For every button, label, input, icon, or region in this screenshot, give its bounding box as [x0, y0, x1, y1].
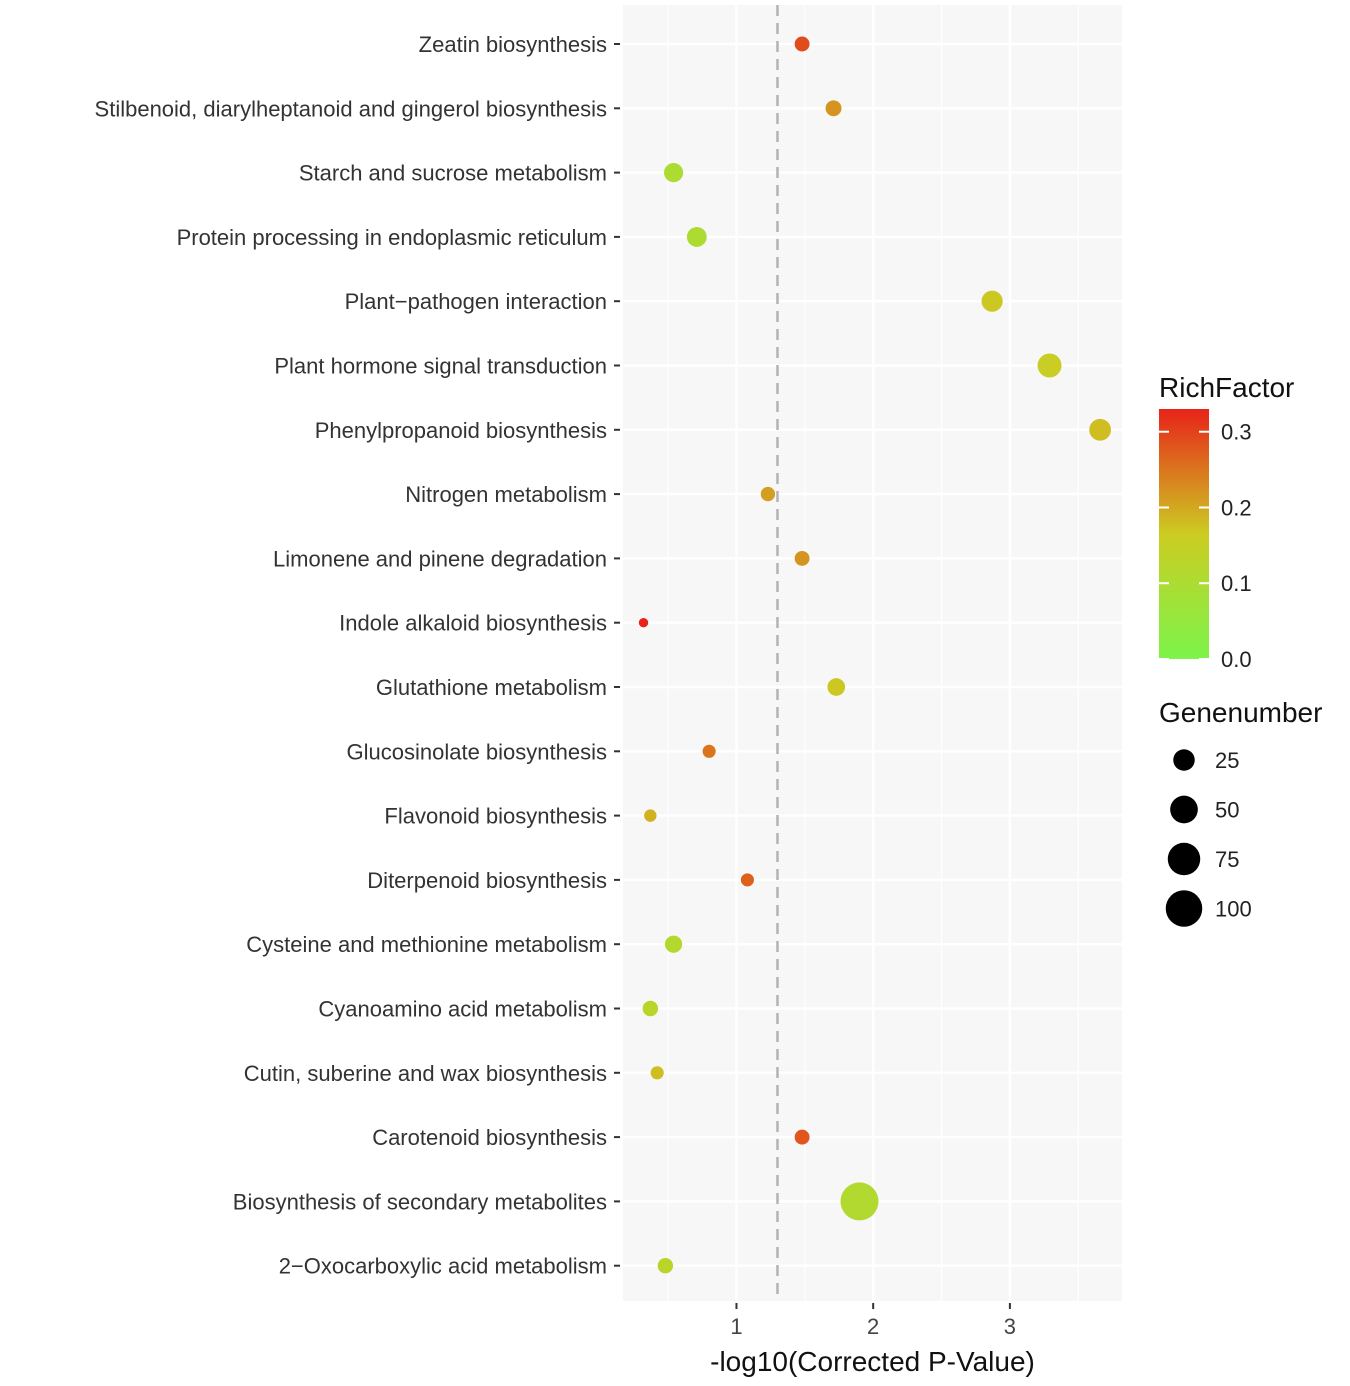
- data-point: [644, 809, 657, 822]
- y-tick-label: Cyanoamino acid metabolism: [318, 997, 607, 1022]
- y-tick-label: Glutathione metabolism: [376, 675, 607, 700]
- data-point: [794, 550, 810, 566]
- y-tick-label: Carotenoid biosynthesis: [372, 1125, 607, 1150]
- x-tick-label: 3: [1004, 1314, 1016, 1339]
- x-axis-title: -log10(Corrected P-Value): [710, 1346, 1035, 1377]
- y-tick-label: Glucosinolate biosynthesis: [347, 739, 607, 764]
- size-legend-label: 100: [1215, 897, 1252, 922]
- data-point: [686, 226, 707, 247]
- y-tick-label: Plant hormone signal transduction: [274, 354, 607, 379]
- x-axis-tick-labels: 1 2 3: [730, 1303, 1016, 1339]
- y-tick-label: 2−Oxocarboxylic acid metabolism: [279, 1254, 607, 1279]
- size-legend-circle: [1173, 749, 1195, 771]
- size-legend-label: 25: [1215, 748, 1239, 773]
- richfactor-colorbar: [1159, 409, 1209, 659]
- colorbar-tick-label: 0.2: [1221, 495, 1252, 520]
- size-legend-circle: [1165, 890, 1203, 927]
- data-point: [794, 1129, 810, 1145]
- data-point: [664, 935, 683, 953]
- y-tick-label: Protein processing in endoplasmic reticu…: [177, 225, 607, 250]
- data-point: [760, 486, 776, 502]
- size-legend-label: 50: [1215, 798, 1239, 823]
- data-point: [825, 100, 842, 117]
- data-point: [638, 617, 649, 628]
- genenumber-legend: Genenumber 25 50 75 100: [1159, 697, 1322, 927]
- richfactor-legend: RichFactor 0.0 0.1 0.2 0.3: [1159, 372, 1294, 672]
- data-point: [702, 744, 716, 758]
- size-legend-circle: [1167, 842, 1201, 876]
- y-tick-label: Cutin, suberine and wax biosynthesis: [244, 1061, 607, 1086]
- y-tick-label: Phenylpropanoid biosynthesis: [315, 418, 607, 443]
- colorbar-tick-label: 0.3: [1221, 420, 1252, 445]
- y-tick-label: Diterpenoid biosynthesis: [367, 868, 607, 893]
- y-tick-label: Zeatin biosynthesis: [419, 32, 607, 57]
- richfactor-legend-title: RichFactor: [1159, 372, 1294, 403]
- genenumber-legend-title: Genenumber: [1159, 697, 1322, 728]
- data-point: [827, 678, 846, 696]
- data-point: [650, 1066, 664, 1080]
- y-tick-label: Flavonoid biosynthesis: [384, 804, 607, 829]
- data-point: [1037, 353, 1062, 378]
- y-tick-label: Nitrogen metabolism: [405, 482, 607, 507]
- y-tick-label: Cysteine and methionine metabolism: [246, 932, 607, 957]
- x-tick-label: 2: [867, 1314, 879, 1339]
- genenumber-legend-items: 25 50 75 100: [1165, 748, 1252, 927]
- data-point: [794, 36, 810, 52]
- x-tick-label: 1: [730, 1314, 742, 1339]
- grid-lines: [623, 5, 1122, 1301]
- data-point: [663, 163, 684, 183]
- data-points: [638, 36, 1112, 1274]
- data-point: [840, 1182, 879, 1221]
- size-legend-label: 75: [1215, 847, 1239, 872]
- y-tick-label: Limonene and pinene degradation: [273, 546, 607, 571]
- y-axis-tick-labels: Zeatin biosynthesis Stilbenoid, diarylhep…: [95, 32, 620, 1279]
- richfactor-colorbar-ticks: 0.0 0.1 0.2 0.3: [1159, 420, 1252, 672]
- data-point: [1089, 418, 1112, 441]
- y-tick-label: Biosynthesis of secondary metabolites: [233, 1189, 607, 1214]
- data-point: [642, 1000, 659, 1017]
- y-tick-label: Stilbenoid, diarylheptanoid and gingerol…: [95, 96, 607, 121]
- y-tick-label: Starch and sucrose metabolism: [299, 161, 607, 186]
- colorbar-tick-label: 0.0: [1221, 647, 1252, 672]
- data-point: [981, 290, 1003, 312]
- y-tick-label: Plant−pathogen interaction: [345, 289, 607, 314]
- y-tick-label: Indole alkaloid biosynthesis: [339, 611, 607, 636]
- size-legend-circle: [1170, 795, 1198, 824]
- colorbar-tick-label: 0.1: [1221, 571, 1252, 596]
- data-point: [657, 1257, 674, 1274]
- data-point: [740, 873, 754, 887]
